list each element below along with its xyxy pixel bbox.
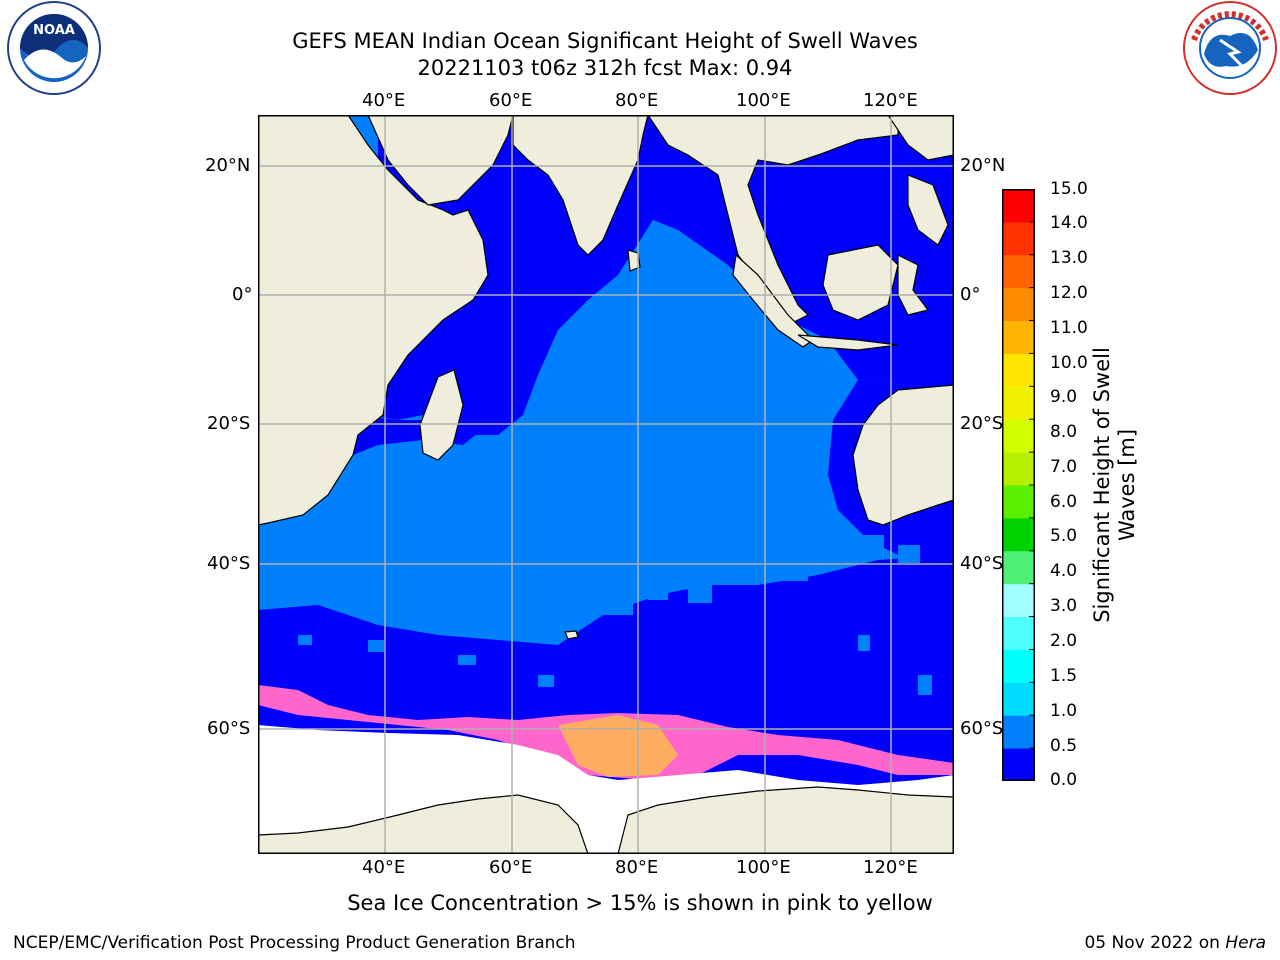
top-lon-label: 60°E — [489, 90, 533, 111]
footer-host: Hera — [1225, 933, 1266, 953]
svg-text:NOAA: NOAA — [33, 23, 75, 38]
sea-ice-note: Sea Ice Concentration > 15% is shown in … — [347, 891, 933, 915]
left-lat-label: 20°N — [205, 155, 251, 176]
colorbar-segment — [1002, 715, 1035, 749]
colorbar-tick-label: 8.0 — [1050, 422, 1078, 442]
colorbar-segment — [1002, 386, 1035, 420]
colorbar-segment — [1002, 748, 1035, 781]
right-lat-label: 20°N — [960, 155, 1006, 176]
colorbar-tick-label: 1.5 — [1050, 666, 1078, 686]
colorbar-tick-label: 3.0 — [1050, 596, 1078, 616]
colorbar-tick-label: 6.0 — [1050, 492, 1078, 512]
left-lat-label: 40°S — [207, 553, 251, 574]
colorbar-segment — [1002, 419, 1035, 453]
colorbar-segment — [1002, 550, 1035, 585]
bottom-lon-label: 80°E — [615, 857, 659, 878]
map-subtitle: 20221103 t06z 312h fcst Max: 0.94 — [417, 56, 793, 80]
map-panel — [258, 115, 954, 854]
bottom-lon-label: 100°E — [736, 857, 791, 878]
colorbar-tick-label: 11.0 — [1050, 318, 1088, 338]
colorbar-segment — [1002, 649, 1035, 683]
colorbar-tick-label: 9.0 — [1050, 387, 1078, 407]
colorbar-tick-label: 14.0 — [1050, 213, 1088, 233]
colorbar-segment — [1002, 254, 1035, 289]
right-lat-label: 40°S — [960, 553, 1004, 574]
colorbar-segment — [1002, 189, 1035, 223]
colorbar-title-line1: Significant Height of Swell — [1090, 347, 1114, 623]
colorbar-segment — [1002, 485, 1035, 519]
land-masses — [258, 115, 954, 854]
grid-lines — [258, 115, 954, 854]
right-lat-label: 0° — [960, 284, 981, 305]
swell-speckle — [298, 535, 932, 695]
colorbar-tick-label: 10.0 — [1050, 353, 1088, 373]
noaa-logo: NOAA — [7, 1, 101, 95]
top-lon-label: 100°E — [736, 90, 791, 111]
colorbar-segment — [1002, 583, 1035, 618]
left-lat-label: 0° — [232, 284, 253, 305]
colorbar — [1002, 189, 1035, 781]
colorbar-tick-label: 0.0 — [1050, 770, 1078, 790]
colorbar-segment — [1002, 287, 1035, 322]
nws-logo — [1183, 1, 1277, 95]
colorbar-title: Significant Height of Swell Waves [m] — [1090, 347, 1140, 623]
bottom-lon-label: 40°E — [362, 857, 406, 878]
left-lat-label: 20°S — [207, 413, 251, 434]
top-lon-label: 120°E — [863, 90, 918, 111]
colorbar-segment — [1002, 517, 1035, 552]
colorbar-tick-label: 13.0 — [1050, 248, 1088, 268]
top-lon-label: 80°E — [615, 90, 659, 111]
colorbar-tick-label: 1.0 — [1050, 701, 1078, 721]
bottom-lon-label: 120°E — [863, 857, 918, 878]
colorbar-border — [1002, 189, 1035, 781]
footer-date-text: 05 Nov 2022 on — [1084, 933, 1226, 953]
colorbar-segment — [1002, 320, 1035, 354]
colorbar-tick-label: 5.0 — [1050, 526, 1078, 546]
right-lat-label: 60°S — [960, 718, 1004, 739]
left-lat-label: 60°S — [207, 718, 251, 739]
colorbar-segment — [1002, 221, 1035, 256]
map-title: GEFS MEAN Indian Ocean Significant Heigh… — [292, 29, 918, 53]
colorbar-tick-label: 4.0 — [1050, 561, 1078, 581]
colorbar-segment — [1002, 353, 1035, 387]
colorbar-tick-label: 15.0 — [1050, 179, 1088, 199]
colorbar-tick-label: 0.5 — [1050, 736, 1078, 756]
colorbar-segment — [1002, 682, 1035, 716]
colorbar-tick-label: 7.0 — [1050, 457, 1078, 477]
colorbar-title-line2: Waves [m] — [1115, 428, 1139, 542]
footer-credit: NCEP/EMC/Verification Post Processing Pr… — [13, 933, 576, 953]
bottom-lon-label: 60°E — [489, 857, 533, 878]
colorbar-segment — [1002, 452, 1035, 486]
colorbar-tick-label: 2.0 — [1050, 631, 1078, 651]
colorbar-tick-label: 12.0 — [1050, 283, 1088, 303]
colorbar-segment — [1002, 616, 1035, 650]
right-lat-label: 20°S — [960, 413, 1004, 434]
top-lon-label: 40°E — [362, 90, 406, 111]
footer-date: 05 Nov 2022 on Hera — [1084, 933, 1266, 953]
